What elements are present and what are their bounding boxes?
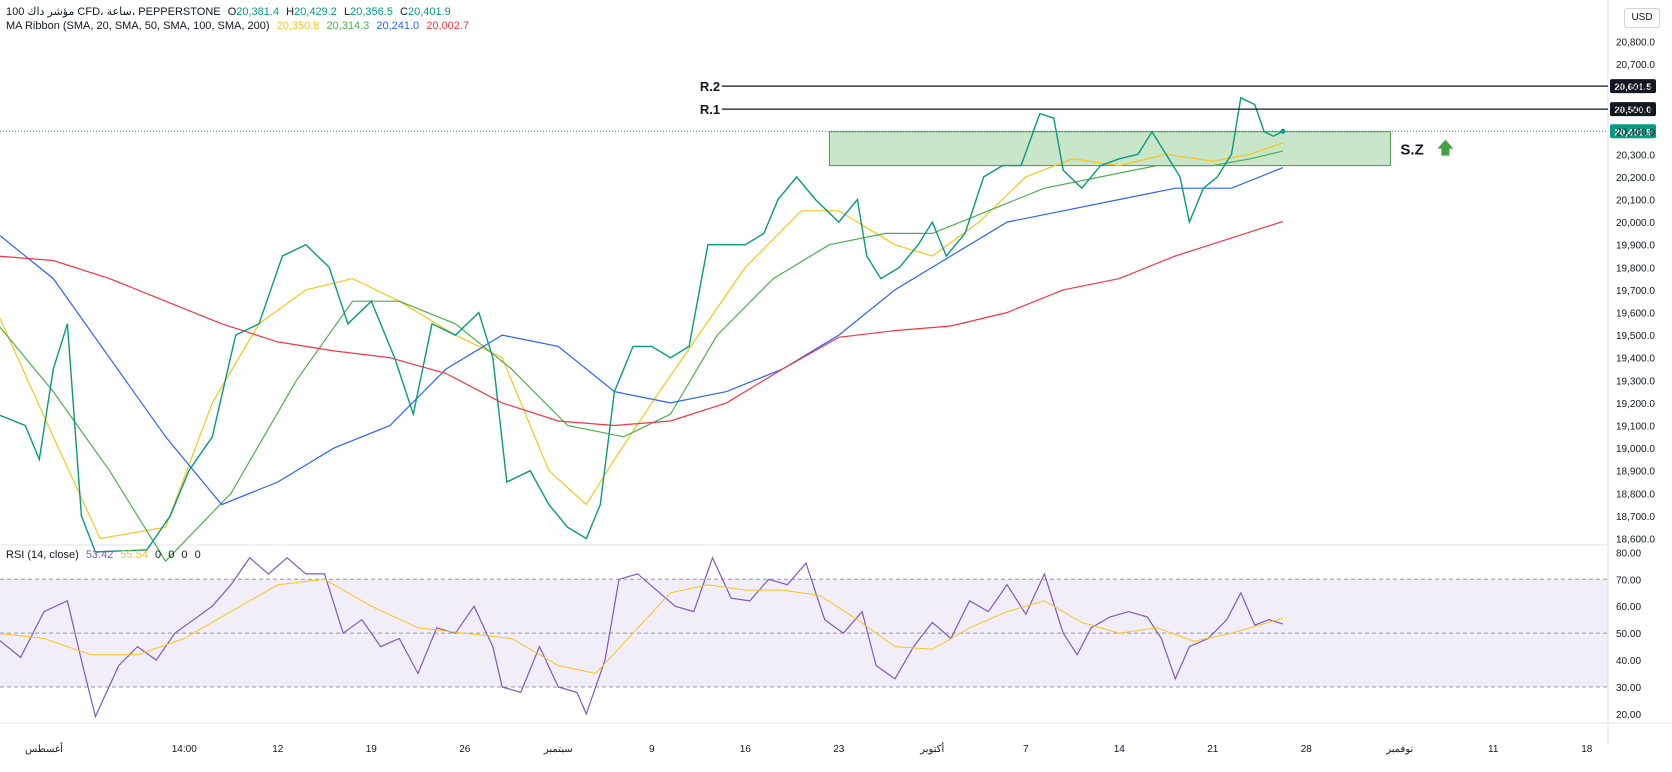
- ma20-value: 20,350.8: [276, 20, 320, 32]
- price-tick-label: 19,400.0: [1616, 354, 1655, 365]
- time-tick-label: 28: [1301, 744, 1313, 755]
- price-tick-label: 18,700.0: [1616, 512, 1655, 523]
- ma200-line: [0, 220, 1284, 427]
- rsi-tick-label: 70.00: [1616, 575, 1641, 586]
- time-tick-label: 18: [1581, 744, 1593, 755]
- time-tick-label: 12: [272, 744, 284, 755]
- symbol-legend: 100 مؤشر داك CFD، ساعة، PEPPERSTONE O20,…: [6, 5, 455, 18]
- open-value: 20,381.4: [236, 6, 280, 18]
- up-arrow-icon: [1437, 139, 1454, 156]
- open-label: O: [227, 6, 237, 18]
- rsi-extra-1: 0: [155, 549, 162, 561]
- rsi-extra-2: 0: [168, 549, 175, 561]
- price-line: [0, 96, 1284, 553]
- resistance-2-badge-text: 20,601.5: [1615, 82, 1653, 93]
- time-tick-label: 23: [833, 744, 845, 755]
- ma200-value: 20,002.7: [426, 20, 470, 32]
- ma50-line: [0, 150, 1284, 563]
- time-tick-label: 14:00: [172, 744, 197, 755]
- time-tick-label: 14: [1114, 744, 1126, 755]
- resistance-2-badge: [1610, 79, 1656, 94]
- rsi-tick-label: 40.00: [1616, 656, 1641, 667]
- ma-ribbon-legend: MA Ribbon (SMA, 20, SMA, 50, SMA, 100, S…: [6, 20, 473, 32]
- price-tick-label: 18,900.0: [1616, 467, 1655, 478]
- time-tick-label: أكتوبر: [919, 742, 944, 755]
- price-tick-label: 20,600.0: [1616, 82, 1655, 93]
- time-tick-label: أغسطس: [25, 742, 63, 755]
- price-tick-label: 19,900.0: [1616, 241, 1655, 252]
- rsi-value: 53.42: [85, 549, 114, 561]
- resistance-1-badge: [1610, 102, 1656, 117]
- ma100-value: 20,241.0: [376, 20, 420, 32]
- rsi-tick-label: 80.00: [1616, 548, 1641, 559]
- rsi-ma-value: 55.54: [120, 549, 148, 561]
- close-label: C: [400, 6, 408, 18]
- price-tick-label: 19,300.0: [1616, 376, 1655, 387]
- price-tick-label: 19,000.0: [1616, 444, 1655, 455]
- price-tick-label: 20,100.0: [1616, 195, 1655, 206]
- time-tick-label: 19: [366, 744, 378, 755]
- price-tick-label: 19,500.0: [1616, 331, 1655, 342]
- rsi-tick-label: 30.00: [1616, 683, 1641, 694]
- rsi-tick-label: 20.00: [1616, 710, 1641, 721]
- currency-button[interactable]: USD: [1624, 8, 1660, 28]
- time-tick-label: 9: [649, 744, 655, 755]
- low-value: 20,356.5: [350, 6, 393, 18]
- high-label: H: [286, 6, 295, 18]
- price-tick-label: 20,500.0: [1616, 105, 1655, 116]
- price-tick-label: 20,300.0: [1616, 150, 1655, 161]
- ma-ribbon-label: MA Ribbon (SMA, 20, SMA, 50, SMA, 100, S…: [6, 20, 270, 32]
- support-zone-label: S.Z: [1400, 142, 1423, 159]
- ma20-line: [0, 142, 1284, 540]
- price-tick-label: 20,200.0: [1616, 173, 1655, 184]
- support-zone: [828, 131, 1391, 167]
- rsi-tick-label: 50.00: [1616, 629, 1641, 640]
- time-tick-label: نوفمبر: [1385, 744, 1413, 755]
- resistance-1-badge-text: 20,500.0: [1615, 105, 1652, 116]
- last-price-badge: [1610, 124, 1656, 139]
- rsi-tick-label: 60.00: [1616, 602, 1641, 613]
- price-tick-label: 19,700.0: [1616, 286, 1655, 297]
- low-label: L: [343, 6, 351, 18]
- rsi-extra-3: 0: [181, 549, 188, 561]
- rsi-label: RSI (14, close): [6, 549, 79, 561]
- last-price-badge-text: 20,401.9: [1615, 127, 1652, 138]
- ma50-value: 20,314.3: [326, 20, 370, 32]
- price-tick-label: 19,200.0: [1616, 399, 1655, 410]
- price-tick-label: 20,800.0: [1616, 37, 1655, 48]
- time-tick-label: 26: [459, 744, 471, 755]
- price-tick-label: 20,400.0: [1616, 128, 1655, 139]
- time-tick-label: 11: [1488, 744, 1499, 755]
- symbol-label: 100 مؤشر داك CFD، ساعة، PEPPERSTONE: [6, 6, 221, 18]
- price-tick-label: 18,600.0: [1616, 534, 1655, 545]
- resistance-2-label: R.2: [700, 79, 720, 94]
- time-tick-label: 16: [740, 744, 752, 755]
- price-tick-label: 19,100.0: [1616, 421, 1655, 432]
- rsi-line: [0, 556, 1284, 719]
- ma100-line: [0, 167, 1284, 506]
- rsi-legend: RSI (14, close) 53.42 55.54 0 0 0 0: [6, 549, 205, 561]
- high-value: 20,429.2: [294, 6, 337, 18]
- price-tick-label: 18,800.0: [1616, 489, 1655, 500]
- close-value: 20,401.9: [407, 6, 451, 18]
- price-tick-label: 19,600.0: [1616, 308, 1655, 319]
- rsi-ma-line: [0, 578, 1284, 675]
- time-tick-label: 21: [1207, 744, 1219, 755]
- price-tick-label: 20,700.0: [1616, 60, 1655, 71]
- price-tick-label: 19,800.0: [1616, 263, 1655, 274]
- price-tick-label: 20,000.0: [1616, 218, 1655, 229]
- time-tick-label: 7: [1023, 744, 1029, 755]
- time-tick-label: سبتمبر: [543, 744, 573, 755]
- last-price-point: [1280, 128, 1286, 134]
- rsi-extra-4: 0: [194, 549, 201, 561]
- resistance-1-label: R.1: [700, 102, 720, 117]
